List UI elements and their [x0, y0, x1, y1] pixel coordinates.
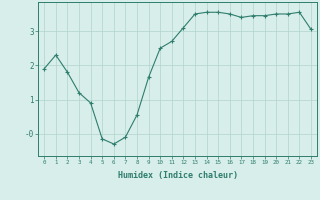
- X-axis label: Humidex (Indice chaleur): Humidex (Indice chaleur): [118, 171, 238, 180]
